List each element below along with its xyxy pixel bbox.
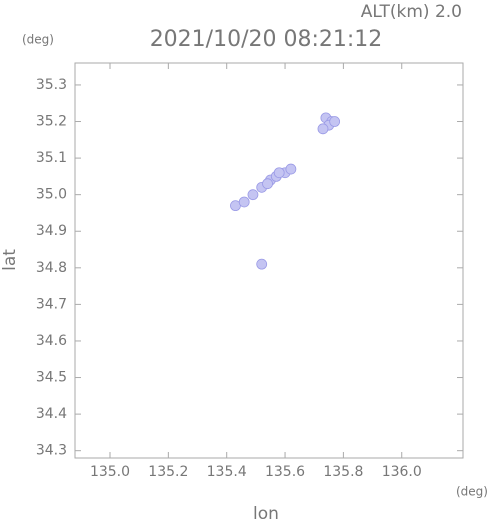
x-tick-label: 135.6 xyxy=(265,464,305,480)
data-point xyxy=(285,163,297,175)
data-point xyxy=(262,178,273,190)
x-tick-label: 135.8 xyxy=(323,464,363,480)
y-tick-label: 34.5 xyxy=(36,370,67,386)
y-tick-label: 34.9 xyxy=(36,223,67,239)
data-point xyxy=(247,189,259,201)
y-tick-label: 34.6 xyxy=(36,333,67,349)
y-tick-label: 35.1 xyxy=(36,150,67,166)
chart-subtitle: ALT(km) 2.0 xyxy=(361,2,462,22)
x-tick-label: 135.0 xyxy=(90,464,130,480)
y-tick-label: 34.3 xyxy=(36,443,67,459)
data-point xyxy=(256,258,268,270)
plot-frame xyxy=(74,62,464,459)
y-tick-label: 34.7 xyxy=(36,296,67,312)
chart-title: 2021/10/20 08:21:12 xyxy=(150,27,383,52)
x-axis-label: lon xyxy=(253,504,279,521)
data-point xyxy=(238,196,250,208)
y-tick-label: 34.8 xyxy=(36,260,67,276)
x-unit: (deg) xyxy=(456,485,488,499)
x-tick-label: 135.4 xyxy=(207,464,247,480)
x-tick-label: 135.2 xyxy=(148,464,188,480)
y-axis-label: lat xyxy=(0,249,20,271)
y-tick-label: 35.2 xyxy=(36,114,67,130)
data-point xyxy=(273,167,285,179)
data-point xyxy=(329,116,341,127)
y-tick-label: 35.3 xyxy=(36,77,67,93)
x-tick-label: 136.0 xyxy=(382,464,422,480)
data-point xyxy=(317,123,329,135)
y-unit: (deg) xyxy=(22,33,54,47)
y-tick-label: 35.0 xyxy=(36,187,67,203)
y-tick-label: 34.4 xyxy=(36,406,67,422)
